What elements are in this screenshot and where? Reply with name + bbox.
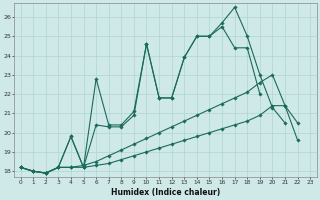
X-axis label: Humidex (Indice chaleur): Humidex (Indice chaleur) — [111, 188, 220, 197]
